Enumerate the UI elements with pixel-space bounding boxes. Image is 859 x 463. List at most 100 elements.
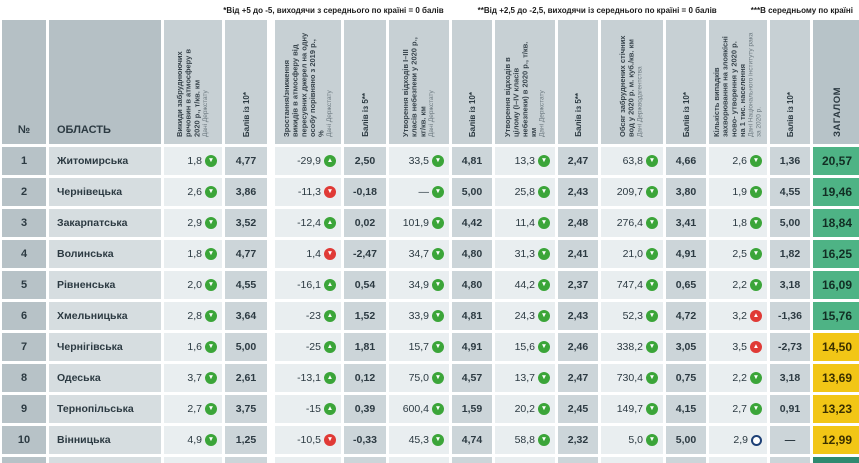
score-cell: 1,52 (344, 302, 386, 330)
region-cell: Чернігівська (49, 333, 161, 361)
arrow-down-green-icon: ▼ (646, 248, 658, 260)
value-cell: 45,3 ▼ (389, 426, 449, 454)
metric-value: 2,8 (187, 310, 202, 322)
score-cell: 1,81 (344, 333, 386, 361)
rank-cell: 2 (2, 178, 46, 206)
table-row: 5 Рівненська 2,0 ▼ 4,55 -16,1 ▲ 0,54 34,9 ▼ 4,80 44… (0, 271, 859, 299)
score-header-label: Балів із 10* (467, 91, 477, 137)
metric-value: -16,1 (297, 279, 321, 291)
rank-cell: 5 (2, 271, 46, 299)
metric-value: 31,3 (514, 248, 535, 260)
metric-value: 1,8 (187, 155, 202, 167)
total-cell: 15,76 (813, 302, 859, 330)
total-cell: 16,09 (813, 271, 859, 299)
score-cell: 1,25 (225, 426, 267, 454)
region-cell: Волинська (49, 240, 161, 268)
arrow-down-green-icon: ▼ (750, 403, 762, 415)
metric-value: 3,2 (732, 310, 747, 322)
footnote-scale10: *Від +5 до -5, виходячи з середнього по … (223, 5, 444, 15)
arrow-down-green-icon: ▼ (750, 217, 762, 229)
arrow-down-green-icon: ▼ (646, 186, 658, 198)
arrow-down-green-icon: ▼ (750, 372, 762, 384)
number-header-cell: № (2, 20, 46, 144)
value-cell: 25,8 ▼ (495, 178, 555, 206)
arrow-down-green-icon: ▼ (205, 186, 217, 198)
metric-value: 2,6 (187, 186, 202, 198)
arrow-down-green-icon: ▼ (538, 372, 550, 384)
arrow-down-green-icon: ▼ (432, 372, 444, 384)
metric-value: 101,9 (402, 217, 429, 229)
value-cell: 2,6 ▼ (709, 147, 767, 175)
region-header-label: ОБЛАСТЬ (57, 124, 111, 136)
metric-source: Дані Держстату (325, 90, 333, 137)
value-cell: 5,0 ▼ (601, 426, 663, 454)
arrow-down-green-icon: ▼ (432, 403, 444, 415)
region-cell: Одеська (49, 364, 161, 392)
total-cell: 13,23 (813, 395, 859, 423)
arrow-down-green-icon: ▼ (646, 341, 658, 353)
value-cell: -23 ▲ (275, 302, 341, 330)
metric-value: — (418, 186, 430, 198)
value-cell: 2,0 ▼ (164, 271, 222, 299)
value-cell: 31,3 ▼ (495, 240, 555, 268)
arrow-down-green-icon: ▼ (538, 310, 550, 322)
footnote-average: ***В середньому по країні (750, 5, 853, 15)
score-cell: 4,66 (666, 147, 706, 175)
arrow-down-green-icon: ▼ (646, 217, 658, 229)
metric-value: 600,4 (402, 403, 429, 415)
score-cell: 4,57 (452, 364, 492, 392)
table-row: 6 Хмельницька 2,8 ▼ 3,64 -23 ▲ 1,52 33,9 ▼ 4,81 24,… (0, 302, 859, 330)
arrow-down-green-icon: ▼ (432, 341, 444, 353)
score-cell: 4,81 (452, 302, 492, 330)
value-cell: 2,5 ▼ (709, 240, 767, 268)
metric-value: 149,7 (616, 403, 643, 415)
arrow-down-green-icon: ▼ (432, 310, 444, 322)
score-cell: 2,46 (558, 333, 598, 361)
score-cell: 4,15 (666, 395, 706, 423)
metric-source: Дані Держстату (538, 90, 546, 137)
metric-value: 338,2 (616, 341, 643, 353)
value-cell: 338,2 ▼ (601, 333, 663, 361)
arrow-up-green-icon: ▲ (324, 279, 336, 291)
metric-header-cell: Зростання/зниження викидів в атмосферу в… (275, 20, 341, 144)
table-row: 4 Волинська 1,8 ▼ 4,77 1,4 ▼ -2,47 34,7 ▼ 4,80 31,3… (0, 240, 859, 268)
value-cell: 3,7 ▼ (164, 364, 222, 392)
metric-source: Дані Держстату (428, 90, 436, 137)
score-cell: 0,65 (666, 271, 706, 299)
arrow-down-green-icon: ▼ (646, 434, 658, 446)
rank-cell: 1 (2, 147, 46, 175)
score-cell: 0,39 (344, 395, 386, 423)
value-cell: 21,0 ▼ (601, 240, 663, 268)
metric-value: 1,6 (187, 341, 202, 353)
score-cell: 2,37 (558, 271, 598, 299)
metric-value: 34,7 (408, 248, 429, 260)
value-cell: 58,8 ▼ (495, 426, 555, 454)
metric-value: 24,3 (514, 310, 535, 322)
score-cell: 2,50 (344, 147, 386, 175)
score-cell: 3,80 (666, 178, 706, 206)
metric-value: 13,7 (514, 372, 535, 384)
metric-source: Дані Держводагентства (636, 66, 644, 137)
score-cell: 2,41 (558, 240, 598, 268)
arrow-down-green-icon: ▼ (432, 155, 444, 167)
value-cell: 1,4 ▼ (275, 240, 341, 268)
region-header-cell: ОБЛАСТЬ (49, 20, 161, 144)
metric-value: 52,3 (622, 310, 643, 322)
metric-header-text: Викиди забруднюючих речовин в атмосферу … (175, 31, 210, 137)
arrow-down-green-icon: ▼ (205, 341, 217, 353)
value-cell: 52,3 ▼ (601, 302, 663, 330)
table-row: 9 Тернопільська 2,7 ▼ 3,75 -15 ▲ 0,39 600,4 ▼ 1,59… (0, 395, 859, 423)
table-row: 2 Чернівецька 2,6 ▼ 3,86 -11,3 ▼ -0,18— ▼ 5,00 25,… (0, 178, 859, 206)
value-cell: 24,3 ▼ (495, 302, 555, 330)
score-cell: 4,42 (452, 209, 492, 237)
score-cell: 4,77 (225, 147, 267, 175)
score-cell: 2,61 (225, 364, 267, 392)
score-cell: 4,91 (666, 240, 706, 268)
rank-cell: 8 (2, 364, 46, 392)
total-cell: 13,69 (813, 364, 859, 392)
arrow-down-green-icon: ▼ (432, 186, 444, 198)
metric-header-text: Утворення відходів І–ІІІ класів небезпек… (401, 31, 436, 137)
total-cell: 12,99 (813, 426, 859, 454)
metric-value: 33,9 (408, 310, 429, 322)
value-cell: 15,7 ▼ (389, 333, 449, 361)
